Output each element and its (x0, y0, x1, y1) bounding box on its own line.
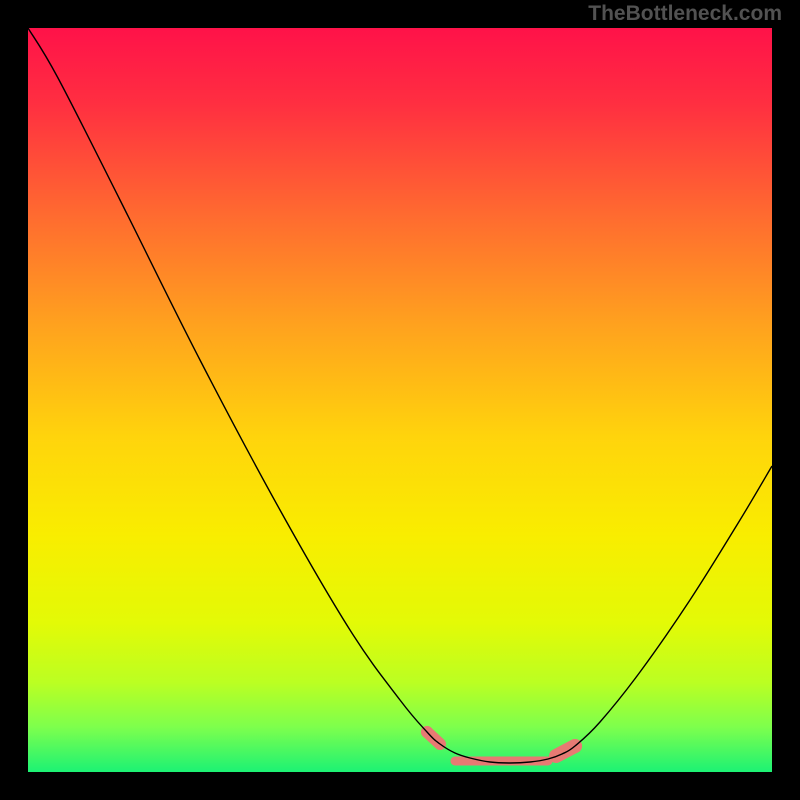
bottleneck-curve (28, 28, 772, 763)
curve-layer (28, 28, 772, 772)
watermark-text: TheBottleneck.com (588, 2, 782, 26)
plot-area (28, 28, 772, 772)
chart-container: TheBottleneck.com (0, 0, 800, 800)
